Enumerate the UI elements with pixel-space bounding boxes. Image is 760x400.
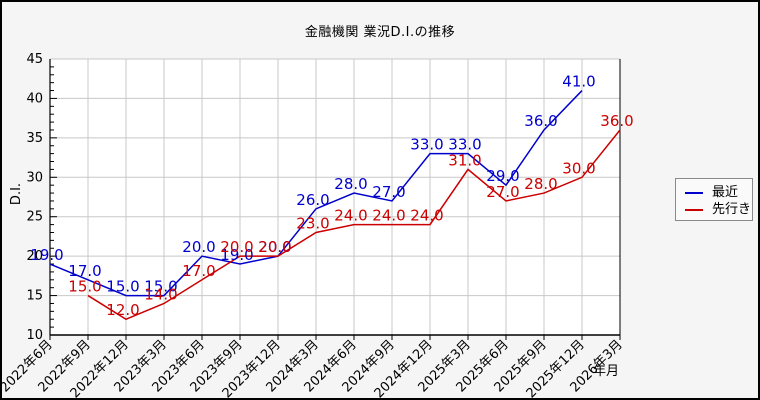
- data-label: 15.0: [68, 278, 101, 296]
- chart-title: 金融機関 業況D.I.の推移: [304, 25, 456, 40]
- data-label: 26.0: [296, 191, 329, 209]
- legend-item-outlook: 先行き: [685, 201, 752, 218]
- legend-item-recent: 最近: [685, 184, 752, 201]
- data-label: 24.0: [410, 207, 443, 225]
- data-label: 24.0: [372, 207, 405, 225]
- y-tick-label: 10: [26, 328, 43, 343]
- data-label: 31.0: [448, 151, 481, 169]
- series-line-0: [49, 90, 583, 297]
- data-label: 24.0: [334, 207, 367, 225]
- y-tick-label: 30: [26, 170, 43, 185]
- data-label: 20.0: [258, 238, 291, 256]
- data-label: 19.0: [220, 246, 253, 264]
- data-label: 30.0: [562, 159, 595, 177]
- y-tick-label: 45: [26, 52, 43, 67]
- data-label: 41.0: [562, 73, 595, 91]
- outlook-line-swatch-icon: [685, 208, 703, 211]
- data-label: 28.0: [524, 175, 557, 193]
- data-label: 36.0: [600, 112, 633, 130]
- data-label: 23.0: [296, 214, 329, 232]
- data-label: 36.0: [524, 112, 557, 130]
- data-label: 14.0: [144, 285, 177, 303]
- data-label: 17.0: [182, 262, 215, 280]
- data-label: 12.0: [106, 301, 139, 319]
- data-label: 33.0: [410, 136, 443, 154]
- y-tick-label: 35: [26, 131, 43, 146]
- data-label: 15.0: [144, 278, 177, 296]
- legend-label-outlook: 先行き: [712, 201, 752, 217]
- data-label: 20.0: [258, 238, 291, 256]
- data-label: 20.0: [220, 238, 253, 256]
- series-line-1: [87, 129, 621, 321]
- y-tick-label: 25: [26, 210, 43, 225]
- y-tick-label: 15: [26, 289, 43, 304]
- data-label: 15.0: [106, 278, 139, 296]
- x-axis-title: 年月: [593, 364, 620, 379]
- data-label: 27.0: [486, 183, 519, 201]
- data-label: 28.0: [334, 175, 367, 193]
- y-tick-label: 40: [26, 91, 43, 106]
- recent-line-swatch-icon: [685, 191, 703, 194]
- data-label: 17.0: [68, 262, 101, 280]
- data-label: 20.0: [182, 238, 215, 256]
- data-label: 29.0: [486, 167, 519, 185]
- legend: 最近 先行き: [675, 178, 753, 221]
- data-label: 33.0: [448, 136, 481, 154]
- y-tick-label: 20: [26, 249, 43, 264]
- legend-label-recent: 最近: [712, 184, 739, 200]
- data-label: 27.0: [372, 183, 405, 201]
- data-label: 19.0: [30, 246, 63, 264]
